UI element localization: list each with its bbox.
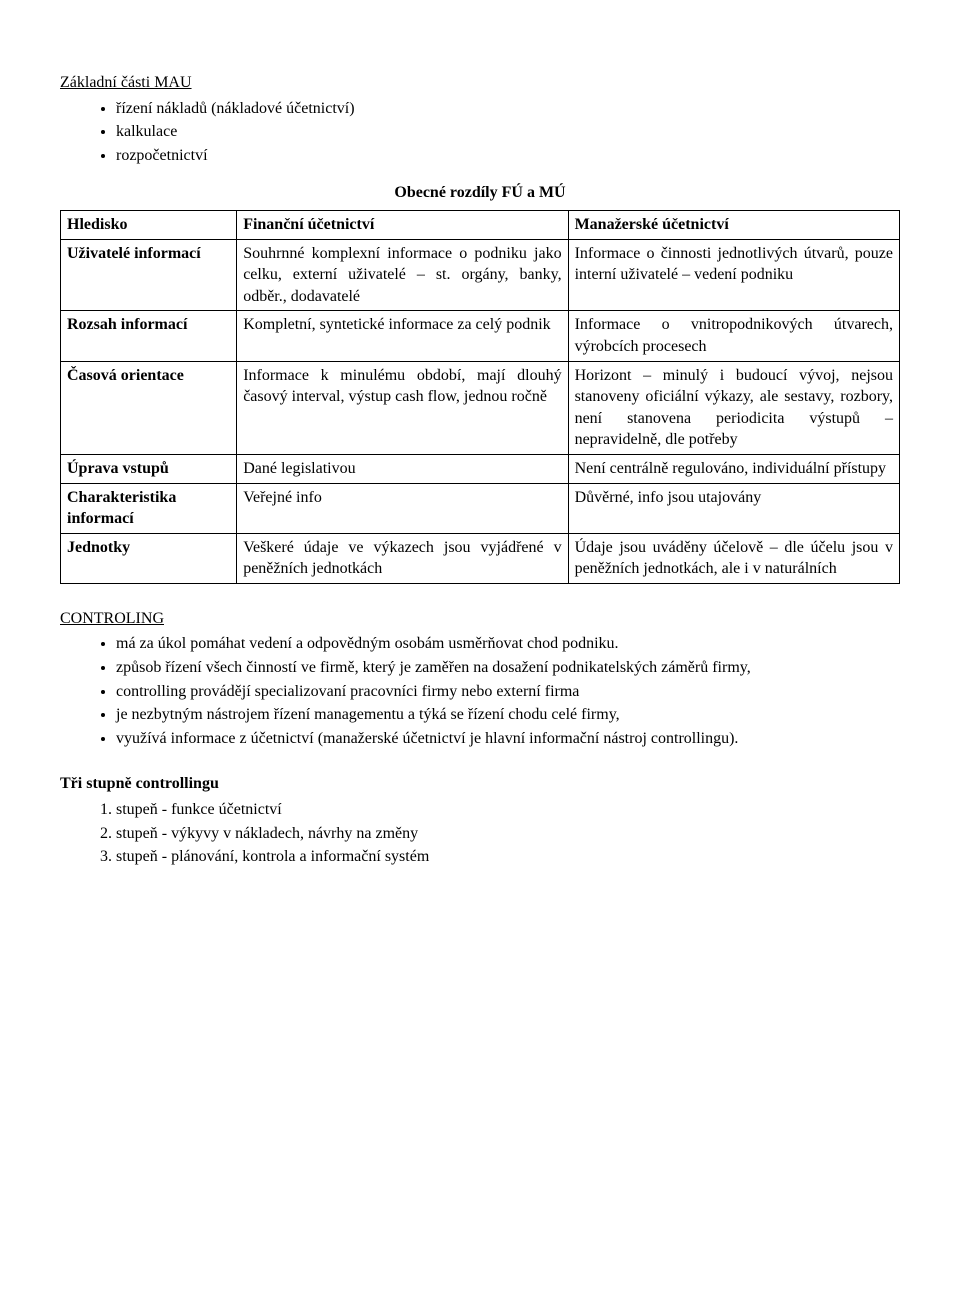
- table-heading: Obecné rozdíly FÚ a MÚ: [60, 182, 900, 204]
- col-header: Manažerské účetnictví: [568, 210, 899, 239]
- cell: Není centrálně regulováno, individuální …: [568, 454, 899, 483]
- cell: Veškeré údaje ve výkazech jsou vyjádřené…: [237, 533, 568, 583]
- list-item: má za úkol pomáhat vedení a odpovědným o…: [116, 633, 900, 655]
- list-item: stupeň - výkyvy v nákladech, návrhy na z…: [116, 823, 900, 845]
- comparison-table: Hledisko Finanční účetnictví Manažerské …: [60, 210, 900, 584]
- levels-list: stupeň - funkce účetnictví stupeň - výky…: [60, 799, 900, 868]
- parts-list: řízení nákladů (nákladové účetnictví) ka…: [60, 98, 900, 167]
- list-item: rozpočetnictví: [116, 145, 900, 167]
- row-header: Úprava vstupů: [61, 454, 237, 483]
- cell: Údaje jsou uváděny účelově – dle účelu j…: [568, 533, 899, 583]
- list-item: využívá informace z účetnictví (manažers…: [116, 728, 900, 750]
- row-header: Rozsah informací: [61, 311, 237, 361]
- levels-title: Tři stupně controllingu: [60, 773, 900, 795]
- cell: Kompletní, syntetické informace za celý …: [237, 311, 568, 361]
- cell: Informace o vnitropodnikových útvarech, …: [568, 311, 899, 361]
- list-item: stupeň - funkce účetnictví: [116, 799, 900, 821]
- row-header: Časová orientace: [61, 361, 237, 454]
- page-title: Základní části MAU: [60, 72, 900, 94]
- row-header: Jednotky: [61, 533, 237, 583]
- cell: Informace k minulému období, mají dlouhý…: [237, 361, 568, 454]
- controling-title: CONTROLING: [60, 608, 900, 630]
- col-header: Hledisko: [61, 210, 237, 239]
- controling-list: má za úkol pomáhat vedení a odpovědným o…: [60, 633, 900, 749]
- list-item: kalkulace: [116, 121, 900, 143]
- table-row: Uživatelé informací Souhrnné komplexní i…: [61, 239, 900, 311]
- table-row: Rozsah informací Kompletní, syntetické i…: [61, 311, 900, 361]
- table-header-row: Hledisko Finanční účetnictví Manažerské …: [61, 210, 900, 239]
- cell: Horizont – minulý i budoucí vývoj, nejso…: [568, 361, 899, 454]
- cell: Souhrnné komplexní informace o podniku j…: [237, 239, 568, 311]
- cell: Dané legislativou: [237, 454, 568, 483]
- table-row: Úprava vstupů Dané legislativou Není cen…: [61, 454, 900, 483]
- col-header: Finanční účetnictví: [237, 210, 568, 239]
- list-item: řízení nákladů (nákladové účetnictví): [116, 98, 900, 120]
- table-row: Jednotky Veškeré údaje ve výkazech jsou …: [61, 533, 900, 583]
- cell: Veřejné info: [237, 483, 568, 533]
- list-item: způsob řízení všech činností ve firmě, k…: [116, 657, 900, 679]
- table-row: Časová orientace Informace k minulému ob…: [61, 361, 900, 454]
- row-header: Charakteristika informací: [61, 483, 237, 533]
- list-item: stupeň - plánování, kontrola a informačn…: [116, 846, 900, 868]
- list-item: je nezbytným nástrojem řízení management…: [116, 704, 900, 726]
- list-item: controlling provádějí specializovaní pra…: [116, 681, 900, 703]
- row-header: Uživatelé informací: [61, 239, 237, 311]
- table-row: Charakteristika informací Veřejné info D…: [61, 483, 900, 533]
- cell: Důvěrné, info jsou utajovány: [568, 483, 899, 533]
- cell: Informace o činnosti jednotlivých útvarů…: [568, 239, 899, 311]
